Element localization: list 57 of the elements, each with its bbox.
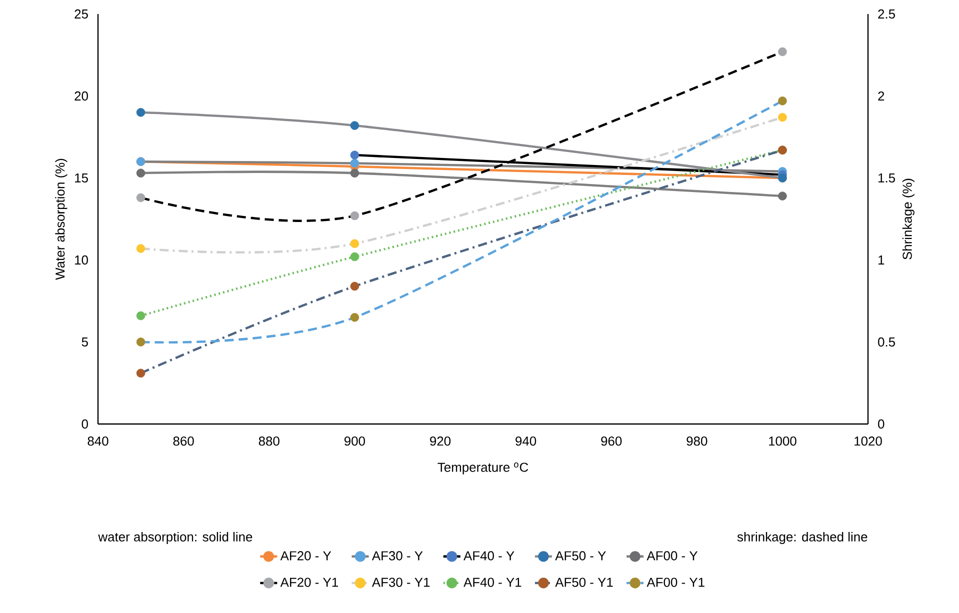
y-tick-label: 10: [75, 255, 88, 265]
legend-label: AF20 - Y: [280, 551, 332, 560]
text: water absorption: solid line: [98, 532, 252, 544]
x-axis-title: Temperature $^{o}$C: [438, 462, 528, 474]
point: [350, 282, 360, 291]
legend-label: AF30 - Y: [372, 551, 423, 560]
y-tick-label: 20: [74, 91, 88, 101]
point: [136, 338, 146, 346]
legend-label: AF00 - Y: [646, 551, 698, 560]
point: [350, 150, 360, 160]
y-tick-label: 25: [74, 9, 88, 19]
y-tick-label: 5: [82, 337, 88, 347]
y-axis-title: Water absorption (%): [55, 158, 68, 280]
point: [136, 168, 146, 178]
y-tick-label: 15: [75, 173, 88, 183]
point: [350, 211, 360, 220]
point: [778, 47, 787, 56]
y2-tick-label: 1.5: [878, 173, 895, 183]
point: [136, 244, 146, 253]
point: [350, 252, 360, 262]
legend-label: AF00 - Y1: [646, 578, 704, 587]
y2-tick-label: 2.5: [878, 9, 895, 19]
legend-label: AF40 - Y: [464, 551, 514, 560]
x-tick-label: 940: [516, 436, 536, 446]
x-tick-label: 900: [344, 436, 365, 446]
x-tick-label: 840: [88, 436, 108, 446]
point: [350, 313, 360, 322]
y2-axis-title: Shrinkage (%): [902, 178, 914, 260]
y2-tick-label: 0.5: [878, 337, 895, 347]
x-tick-label: 1000: [769, 436, 796, 446]
point: [350, 121, 360, 130]
point: [350, 168, 360, 178]
legend-label: AF50 - Y1: [555, 578, 613, 587]
legend-label: AF30 - Y1: [372, 578, 430, 587]
point: [136, 108, 146, 117]
y2-tick-label: 1: [878, 256, 884, 264]
point: [136, 368, 146, 378]
legend-label: AF50 - Y: [555, 551, 606, 560]
point: [136, 193, 146, 202]
legend-label: AF40 - Y1: [464, 578, 522, 587]
x-tick-label: 1020: [854, 436, 882, 446]
point: [350, 158, 360, 168]
point: [778, 192, 787, 200]
point: [136, 311, 146, 320]
point: [778, 96, 787, 106]
y-tick-label: 0: [82, 419, 88, 429]
x-tick-label: 960: [601, 436, 622, 446]
x-tick-label: 880: [258, 436, 280, 446]
y2-tick-label: 0: [878, 419, 884, 429]
point: [778, 112, 787, 122]
x-tick-label: 920: [430, 436, 451, 446]
legend-label: AF20 - Y1: [280, 578, 338, 587]
point: [350, 239, 360, 248]
y2-tick-label: 2: [878, 91, 884, 101]
text: shrinkage: dashed line: [737, 532, 868, 544]
x-tick-label: 980: [686, 436, 708, 446]
x-tick-label: 860: [173, 436, 194, 446]
